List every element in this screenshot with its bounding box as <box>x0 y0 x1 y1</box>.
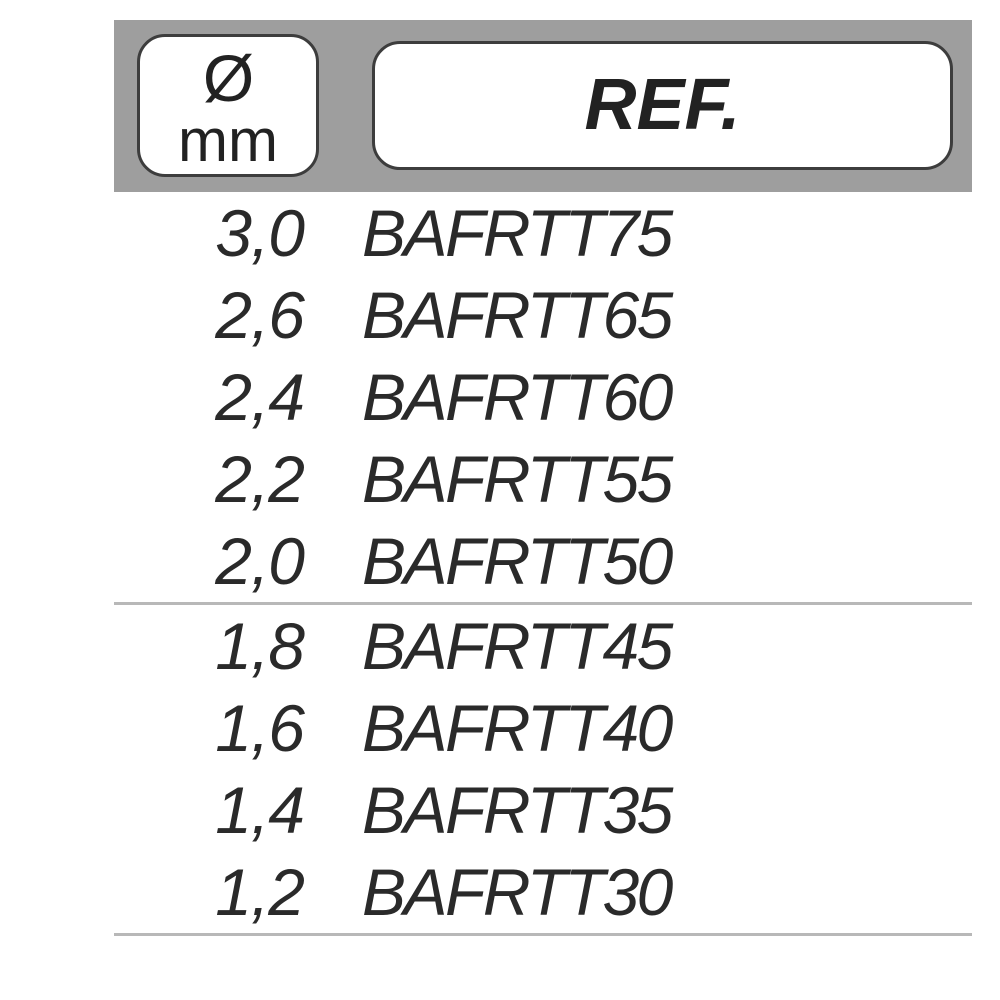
cell-ref: BAFRTT45 <box>362 608 972 684</box>
cell-ref: BAFRTT55 <box>362 441 972 517</box>
table-row: 2,0 BAFRTT50 <box>114 520 972 605</box>
cell-diameter: 2,4 <box>114 359 362 435</box>
table-row: 1,6 BAFRTT40 <box>114 687 972 769</box>
cell-diameter: 1,8 <box>114 608 362 684</box>
table-row: 3,0 BAFRTT75 <box>114 192 972 274</box>
cell-diameter: 2,0 <box>114 523 362 599</box>
cell-ref: BAFRTT50 <box>362 523 972 599</box>
cell-ref: BAFRTT65 <box>362 277 972 353</box>
cell-ref: BAFRTT35 <box>362 772 972 848</box>
diameter-unit: mm <box>140 111 316 171</box>
table-row: 1,8 BAFRTT45 <box>114 605 972 687</box>
cell-diameter: 1,6 <box>114 690 362 766</box>
cell-diameter: 1,4 <box>114 772 362 848</box>
table-row: 1,2 BAFRTT30 <box>114 851 972 936</box>
cell-diameter: 3,0 <box>114 195 362 271</box>
cell-diameter: 1,2 <box>114 854 362 930</box>
cell-diameter: 2,2 <box>114 441 362 517</box>
table-row: 2,2 BAFRTT55 <box>114 438 972 520</box>
table-row: 2,6 BAFRTT65 <box>114 274 972 356</box>
ref-header-label: REF. <box>584 65 740 145</box>
table-body: 3,0 BAFRTT75 2,6 BAFRTT65 2,4 BAFRTT60 2… <box>114 192 972 936</box>
table-row: 1,4 BAFRTT35 <box>114 769 972 851</box>
cell-ref: BAFRTT60 <box>362 359 972 435</box>
cell-diameter: 2,6 <box>114 277 362 353</box>
column-header-ref: REF. <box>372 41 953 170</box>
cell-ref: BAFRTT30 <box>362 854 972 930</box>
size-reference-table: Ø mm REF. 3,0 BAFRTT75 2,6 BAFRTT65 2,4 … <box>0 0 1000 1000</box>
diameter-symbol: Ø <box>140 45 316 111</box>
cell-ref: BAFRTT75 <box>362 195 972 271</box>
table-row: 2,4 BAFRTT60 <box>114 356 972 438</box>
column-header-diameter: Ø mm <box>137 34 319 177</box>
cell-ref: BAFRTT40 <box>362 690 972 766</box>
